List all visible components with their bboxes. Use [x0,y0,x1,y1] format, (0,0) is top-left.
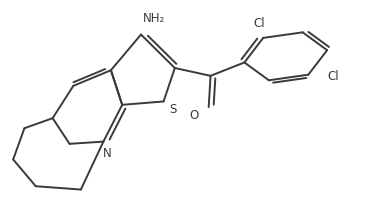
Text: Cl: Cl [327,70,338,83]
Text: N: N [103,147,112,160]
Text: Cl: Cl [254,17,265,30]
Text: NH₂: NH₂ [143,12,165,25]
Text: O: O [189,109,198,122]
Text: S: S [169,103,177,116]
